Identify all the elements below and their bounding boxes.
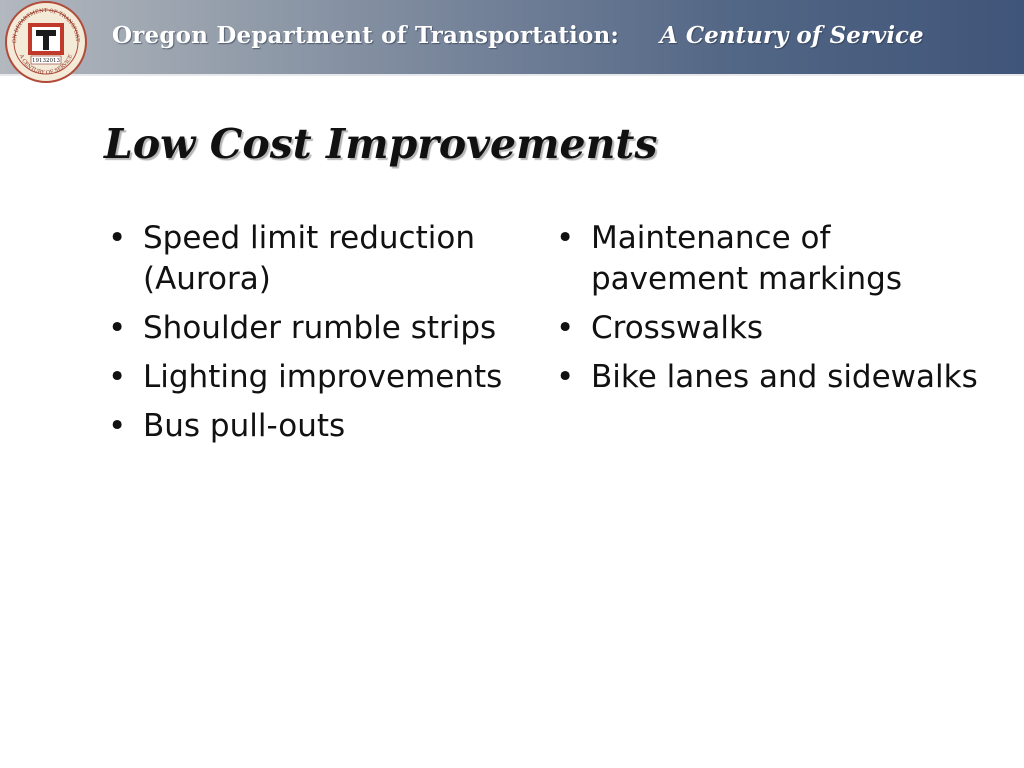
bullet-icon: • — [556, 310, 575, 346]
bullet-item: • Bus pull-outs — [104, 406, 534, 447]
bullet-icon: • — [108, 220, 127, 256]
odot-seal-logo: OREGON DEPARTMENT OF TRANSPORTATION A CE… — [4, 0, 88, 84]
bullet-item: • Speed limit reduction (Aurora) — [104, 218, 534, 300]
bullet-text: Crosswalks — [591, 310, 764, 346]
bullet-icon: • — [108, 310, 127, 346]
banner-subtitle: A Century of Service — [660, 22, 924, 49]
bullet-icon: • — [556, 220, 575, 256]
bullet-text: Speed limit reduction (Aurora) — [143, 220, 475, 297]
svg-text:2013: 2013 — [46, 58, 60, 64]
header-banner: OREGON DEPARTMENT OF TRANSPORTATION A CE… — [0, 0, 1024, 83]
bullet-item: • Lighting improvements — [104, 357, 534, 398]
left-bullet-list: • Speed limit reduction (Aurora) • Shoulde… — [104, 218, 534, 455]
bullet-text: Shoulder rumble strips — [143, 310, 497, 346]
bullet-item: • Bike lanes and sidewalks — [552, 357, 992, 398]
bullet-item: • Crosswalks — [552, 308, 992, 349]
bullet-icon: • — [108, 359, 127, 395]
bullet-icon: • — [108, 408, 127, 444]
bullet-text: Bike lanes and sidewalks — [591, 359, 978, 395]
bullet-item: • Shoulder rumble strips — [104, 308, 534, 349]
seal-icon: OREGON DEPARTMENT OF TRANSPORTATION A CE… — [4, 0, 87, 83]
bullet-item: • Maintenance of pavement markings — [552, 218, 992, 300]
slide-title: Low Cost Improvements — [104, 120, 658, 168]
svg-text:1913: 1913 — [32, 58, 46, 64]
bullet-text: Bus pull-outs — [143, 408, 346, 444]
right-bullet-list: • Maintenance of pavement markings • Cross… — [552, 218, 992, 406]
bullet-text: Lighting improvements — [143, 359, 503, 395]
bullet-text: Maintenance of pavement markings — [591, 220, 902, 297]
bullet-icon: • — [556, 359, 575, 395]
banner-title: Oregon Department of Transportation: — [112, 22, 620, 49]
